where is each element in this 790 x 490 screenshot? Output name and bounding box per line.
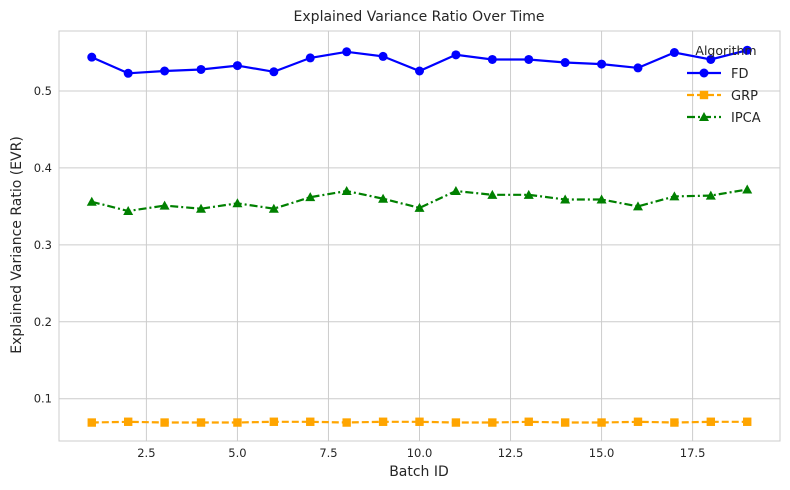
data-point-fd: [87, 52, 97, 62]
grid-lines: [59, 31, 780, 441]
data-point-grp: [87, 418, 96, 427]
data-point-grp: [597, 418, 606, 427]
data-point-grp: [743, 417, 752, 426]
x-tick-label: 7.5: [319, 446, 337, 460]
data-point-grp: [306, 417, 315, 426]
data-point-grp: [451, 418, 461, 427]
series-fd: [87, 45, 752, 78]
data-point-fd: [524, 54, 534, 64]
data-point-fd: [487, 54, 497, 64]
data-point-fd: [633, 63, 643, 73]
y-tick-label: 0.3: [34, 238, 52, 252]
data-point-grp: [378, 417, 388, 426]
data-point-grp: [524, 417, 533, 426]
data-point-grp: [196, 418, 206, 427]
legend-label-fd: FD: [731, 67, 749, 82]
data-point-fd: [597, 59, 607, 69]
data-point-fd: [160, 66, 170, 76]
data-point-fd: [706, 54, 716, 64]
series-group: [86, 45, 753, 427]
legend-label-grp: GRP: [731, 89, 758, 104]
x-tick-labels: 2.5 5.0 7.5 10.0 12.5 15.0 17.5: [137, 446, 705, 460]
data-point-ipca: [268, 203, 279, 213]
data-point-ipca: [742, 184, 753, 194]
data-point-ipca: [123, 206, 134, 215]
series-grp: [87, 417, 752, 427]
x-tick-label: 2.5: [137, 446, 155, 460]
y-tick-labels: 0.1 0.2 0.3 0.4 0.5: [34, 84, 52, 406]
data-point-fd: [378, 51, 388, 61]
data-point-fd: [669, 48, 679, 58]
legend: Algorithm FD GRP IPCA: [687, 43, 761, 126]
data-point-ipca: [341, 186, 352, 195]
y-axis-label: Explained Variance Ratio (EVR): [9, 136, 25, 354]
data-point-ipca: [487, 189, 498, 199]
chart-title: Explained Variance Ratio Over Time: [294, 9, 545, 25]
legend-item-ipca: IPCA: [687, 111, 761, 126]
legend-marker-grp: [699, 90, 709, 100]
data-point-ipca: [705, 190, 716, 200]
data-point-ipca: [414, 202, 425, 212]
data-point-fd: [196, 64, 206, 74]
data-point-ipca: [232, 198, 243, 208]
data-point-ipca: [450, 186, 461, 195]
data-point-fd: [123, 68, 133, 78]
data-point-grp: [633, 417, 643, 426]
series-ipca: [86, 184, 753, 215]
x-tick-label: 15.0: [589, 446, 615, 460]
data-point-fd: [305, 53, 315, 63]
data-point-fd: [742, 45, 752, 55]
data-point-ipca: [86, 196, 97, 206]
data-point-ipca: [305, 192, 316, 202]
legend-title: Algorithm: [695, 43, 756, 58]
y-tick-label: 0.5: [34, 84, 52, 98]
data-point-ipca: [196, 203, 207, 213]
data-point-grp: [123, 417, 133, 426]
legend-marker-ipca: [699, 112, 709, 121]
legend-marker-fd: [699, 68, 709, 78]
data-point-fd: [269, 67, 279, 77]
data-point-grp: [415, 417, 424, 426]
data-point-ipca: [523, 189, 534, 199]
y-tick-label: 0.1: [34, 392, 52, 406]
data-point-grp: [670, 418, 679, 427]
data-point-ipca: [159, 200, 170, 210]
y-tick-label: 0.4: [34, 161, 52, 175]
data-point-fd: [232, 61, 242, 71]
data-point-grp: [488, 418, 497, 427]
data-point-grp: [233, 418, 242, 427]
data-point-ipca: [669, 191, 680, 201]
plot-area-frame: [58, 30, 781, 442]
legend-item-fd: FD: [687, 67, 749, 82]
data-point-ipca: [560, 194, 571, 204]
data-point-ipca: [632, 201, 643, 211]
data-point-fd: [451, 50, 461, 60]
legend-label-ipca: IPCA: [731, 111, 761, 126]
x-tick-label: 17.5: [680, 446, 706, 460]
data-point-fd: [415, 66, 424, 76]
data-point-grp: [706, 417, 716, 426]
data-point-ipca: [378, 193, 389, 203]
data-point-ipca: [596, 194, 607, 204]
y-tick-label: 0.2: [34, 315, 52, 329]
x-tick-label: 12.5: [498, 446, 524, 460]
data-point-fd: [560, 58, 570, 68]
data-point-fd: [342, 47, 352, 57]
x-tick-label: 5.0: [228, 446, 246, 460]
x-axis-label: Batch ID: [389, 464, 449, 480]
data-point-grp: [342, 418, 351, 427]
data-point-grp: [560, 418, 570, 427]
x-tick-label: 10.0: [407, 446, 433, 460]
data-point-grp: [160, 418, 169, 427]
legend-item-grp: GRP: [687, 89, 758, 104]
data-point-grp: [269, 417, 279, 426]
